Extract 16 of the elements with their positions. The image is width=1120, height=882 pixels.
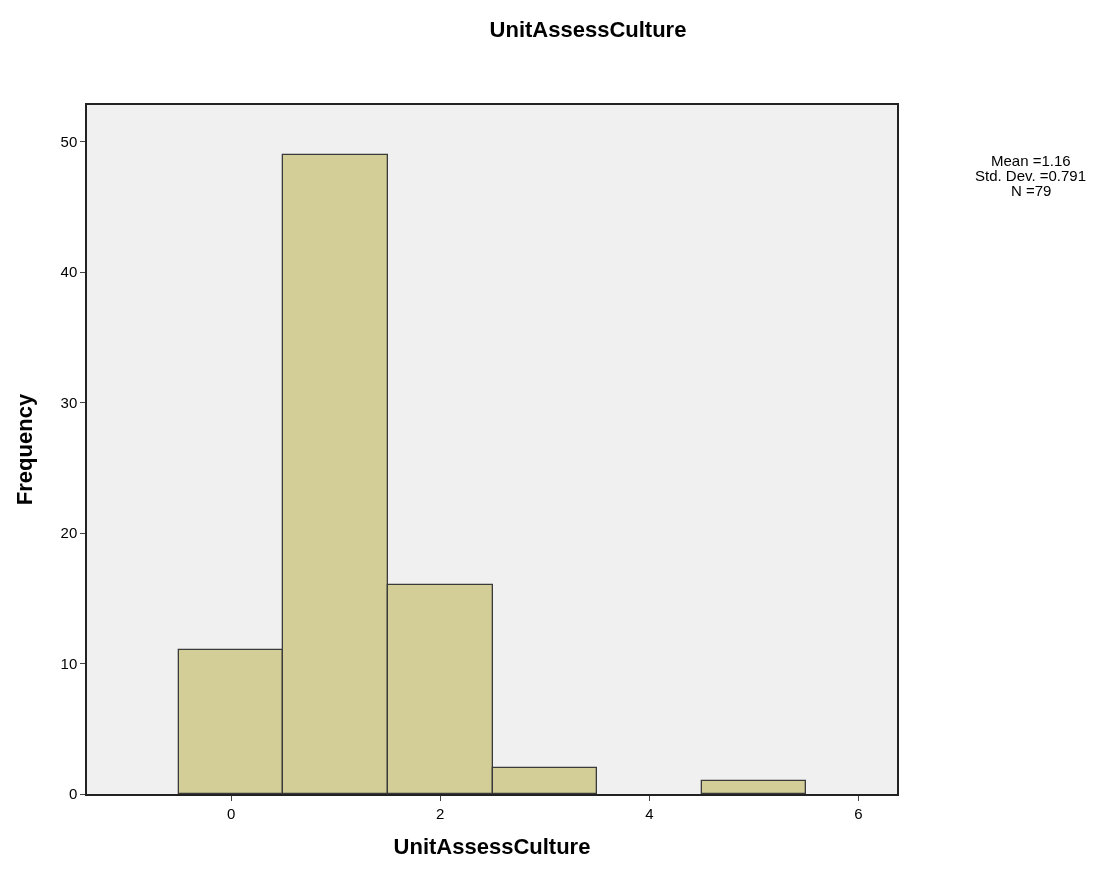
y-tick-label: 0 xyxy=(68,785,78,803)
x-tick-label: 2 xyxy=(436,804,445,822)
text: N =79 xyxy=(1011,182,1052,199)
y-tick-label: 20 xyxy=(60,524,78,542)
text: Std. Dev. =0.791 xyxy=(975,167,1087,184)
x-tick-label: 4 xyxy=(645,804,654,822)
y-tick-label: 50 xyxy=(60,132,78,150)
text: Mean =1.16 xyxy=(991,152,1071,169)
x-axis-title: UnitAssessCulture xyxy=(393,834,591,860)
chart-title: UnitAssessCulture xyxy=(489,17,687,43)
x-tick-label: 6 xyxy=(854,804,863,822)
y-axis-title: Frequency xyxy=(11,393,37,506)
y-tick-label: 30 xyxy=(60,393,78,411)
y-tick-label: 10 xyxy=(60,654,78,672)
y-tick-label: 40 xyxy=(60,263,78,281)
x-tick-label: 0 xyxy=(227,804,236,822)
